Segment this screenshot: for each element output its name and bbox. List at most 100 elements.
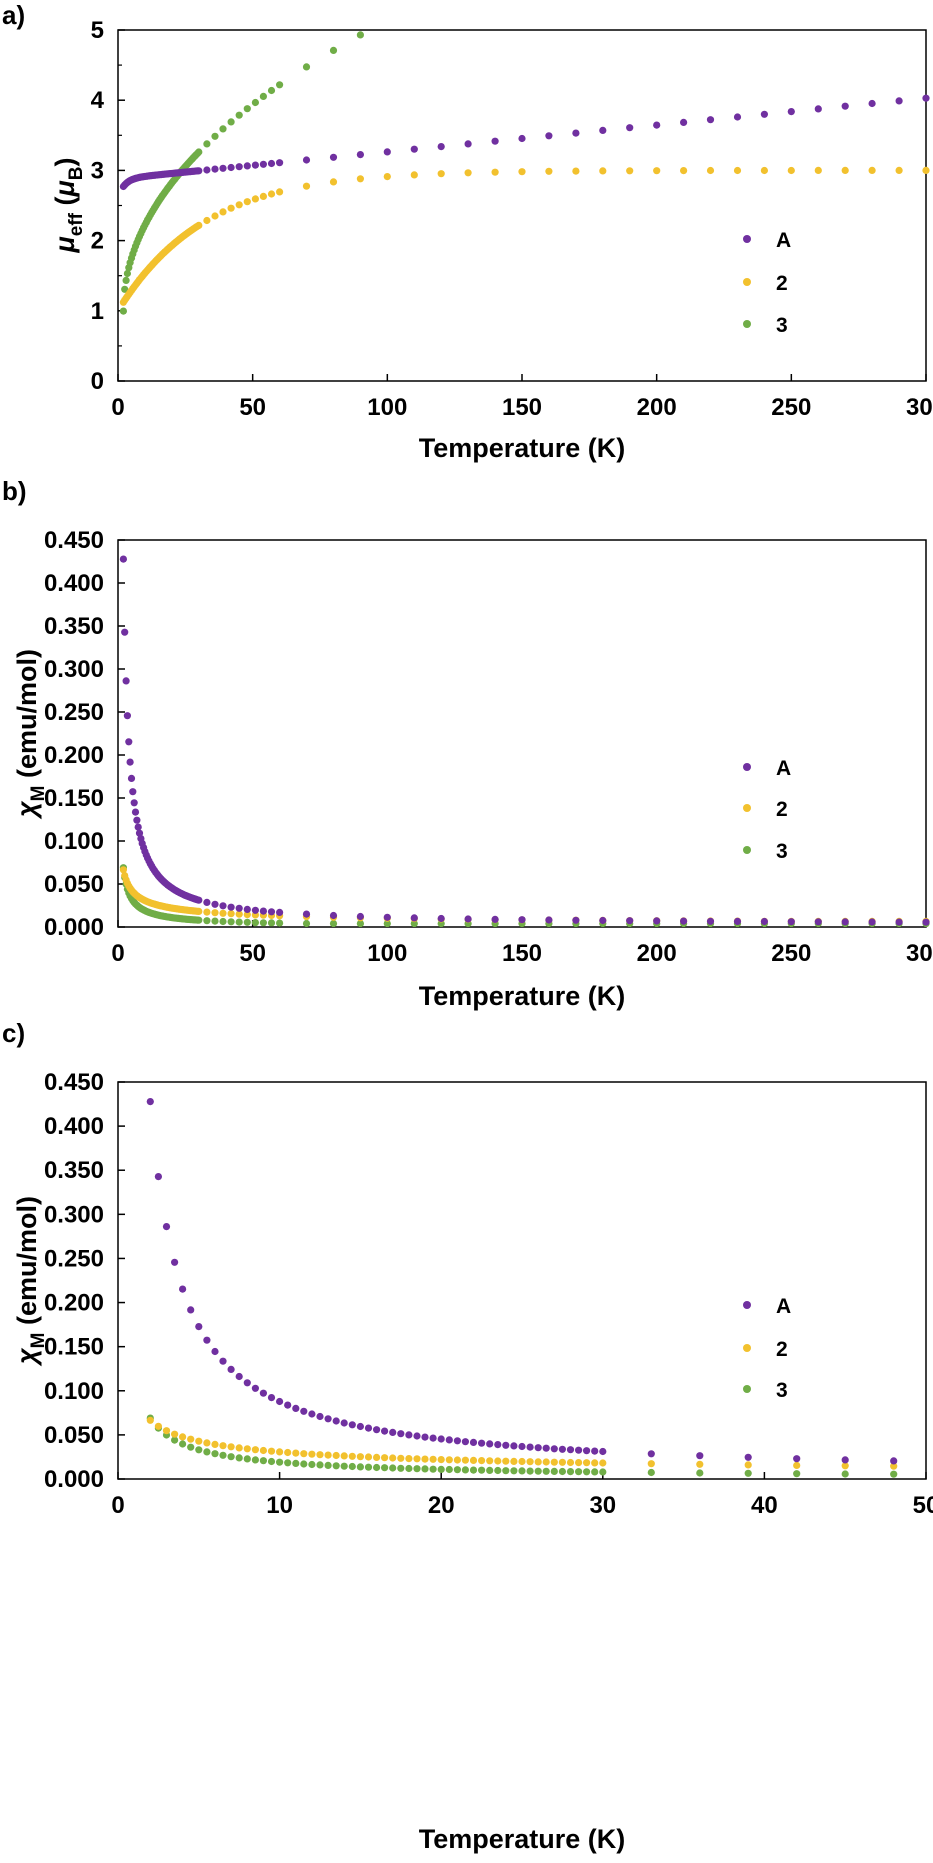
data-point-A	[123, 712, 131, 720]
panel-label: a)	[2, 0, 25, 30]
data-point-2	[364, 1453, 373, 1461]
data-point-3	[397, 1464, 405, 1472]
data-point-A	[626, 124, 634, 132]
data-point-A	[122, 677, 130, 685]
data-point-2	[518, 168, 526, 176]
data-point-A	[502, 1441, 510, 1449]
y-tick-label: 0.050	[44, 1422, 104, 1449]
data-point-A	[127, 774, 136, 783]
data-point-A	[421, 1433, 429, 1441]
x-tick-label: 250	[771, 394, 811, 421]
data-point-A	[356, 1422, 364, 1431]
data-point-3	[195, 148, 203, 156]
y-tick-label: 1	[91, 298, 104, 325]
data-point-A	[125, 738, 133, 746]
data-point-2	[841, 1462, 849, 1470]
data-point-2	[437, 170, 445, 178]
x-tick-label: 200	[637, 394, 677, 421]
data-point-2	[243, 911, 251, 919]
data-point-2	[437, 1456, 445, 1464]
data-point-A	[356, 151, 364, 159]
data-point-2	[868, 166, 876, 174]
data-point-2	[410, 171, 418, 179]
y-tick-label: 4	[91, 87, 105, 114]
data-point-3	[437, 1465, 445, 1473]
data-point-3	[203, 140, 211, 148]
x-tick-label: 20	[428, 1492, 455, 1519]
data-point-2	[259, 1446, 267, 1455]
data-point-A	[179, 1285, 187, 1293]
data-point-2	[251, 1446, 259, 1454]
data-point-2	[243, 198, 251, 206]
y-tick-label: 0.000	[44, 1466, 104, 1493]
legend-label-2: 2	[776, 798, 788, 821]
x-tick-label: 0	[111, 940, 124, 967]
data-point-A	[243, 162, 251, 170]
data-point-3	[235, 111, 243, 119]
data-point-3	[550, 1467, 558, 1475]
data-point-A	[316, 1412, 324, 1421]
data-point-3	[284, 1459, 292, 1467]
plot-area	[119, 555, 930, 927]
y-tick-label: 5	[91, 17, 104, 44]
x-tick-label: 200	[637, 940, 677, 967]
data-point-2	[572, 167, 580, 175]
data-point-3	[890, 1470, 898, 1478]
data-point-A	[324, 1415, 332, 1423]
data-point-A	[135, 829, 144, 837]
data-point-A	[410, 145, 418, 153]
data-point-2	[179, 1433, 187, 1441]
data-point-3	[486, 1466, 494, 1474]
data-point-2	[890, 1462, 898, 1470]
data-point-2	[356, 1453, 364, 1461]
data-point-2	[324, 1451, 332, 1459]
panel-c: c) 0 10 20 30 40 50 0.000 0.050 0.100 0.150 0.200 0.…	[2, 1018, 933, 1854]
data-point-A	[227, 903, 235, 911]
data-point-2	[793, 1461, 801, 1469]
data-point-2	[626, 167, 634, 175]
data-point-A	[550, 1445, 558, 1453]
data-point-2	[421, 1455, 429, 1463]
data-point-A	[461, 1438, 469, 1446]
data-point-2	[461, 1456, 469, 1464]
data-point-A	[259, 1389, 267, 1397]
data-point-2	[162, 1427, 171, 1435]
data-point-3	[542, 1467, 550, 1475]
data-point-3	[259, 1457, 267, 1465]
data-point-3	[227, 918, 235, 926]
x-tick-label: 50	[239, 940, 266, 967]
y-tick-label: 0.400	[44, 1113, 104, 1140]
data-point-3	[410, 920, 418, 927]
data-point-3	[276, 919, 284, 927]
data-point-2	[583, 1459, 591, 1467]
data-point-A	[464, 140, 472, 148]
data-point-A	[706, 917, 715, 925]
data-point-3	[356, 1463, 364, 1471]
legend-label-3: 3	[776, 840, 788, 863]
data-point-A	[510, 1442, 518, 1450]
data-point-2	[526, 1458, 534, 1466]
panel-label: c)	[2, 1018, 25, 1048]
data-point-A	[841, 1456, 849, 1464]
data-point-3	[243, 105, 251, 113]
data-point-A	[653, 917, 661, 925]
data-point-A	[235, 163, 243, 171]
data-point-3	[251, 98, 259, 107]
panel-label: b)	[2, 476, 27, 506]
data-point-2	[259, 192, 267, 200]
data-point-2	[383, 173, 391, 181]
data-point-2	[276, 1448, 284, 1456]
data-point-2	[599, 167, 607, 175]
data-point-3	[841, 1470, 849, 1478]
data-point-A	[696, 1452, 704, 1460]
data-point-3	[332, 1462, 340, 1470]
data-point-A	[744, 1453, 752, 1461]
data-point-2	[235, 201, 243, 209]
data-point-2	[302, 182, 311, 190]
legend-marker-A	[743, 235, 751, 243]
data-point-2	[119, 866, 127, 874]
data-point-A	[203, 1336, 211, 1344]
data-point-3	[203, 1448, 211, 1456]
data-point-3	[421, 1465, 429, 1473]
data-point-3	[526, 1467, 534, 1475]
